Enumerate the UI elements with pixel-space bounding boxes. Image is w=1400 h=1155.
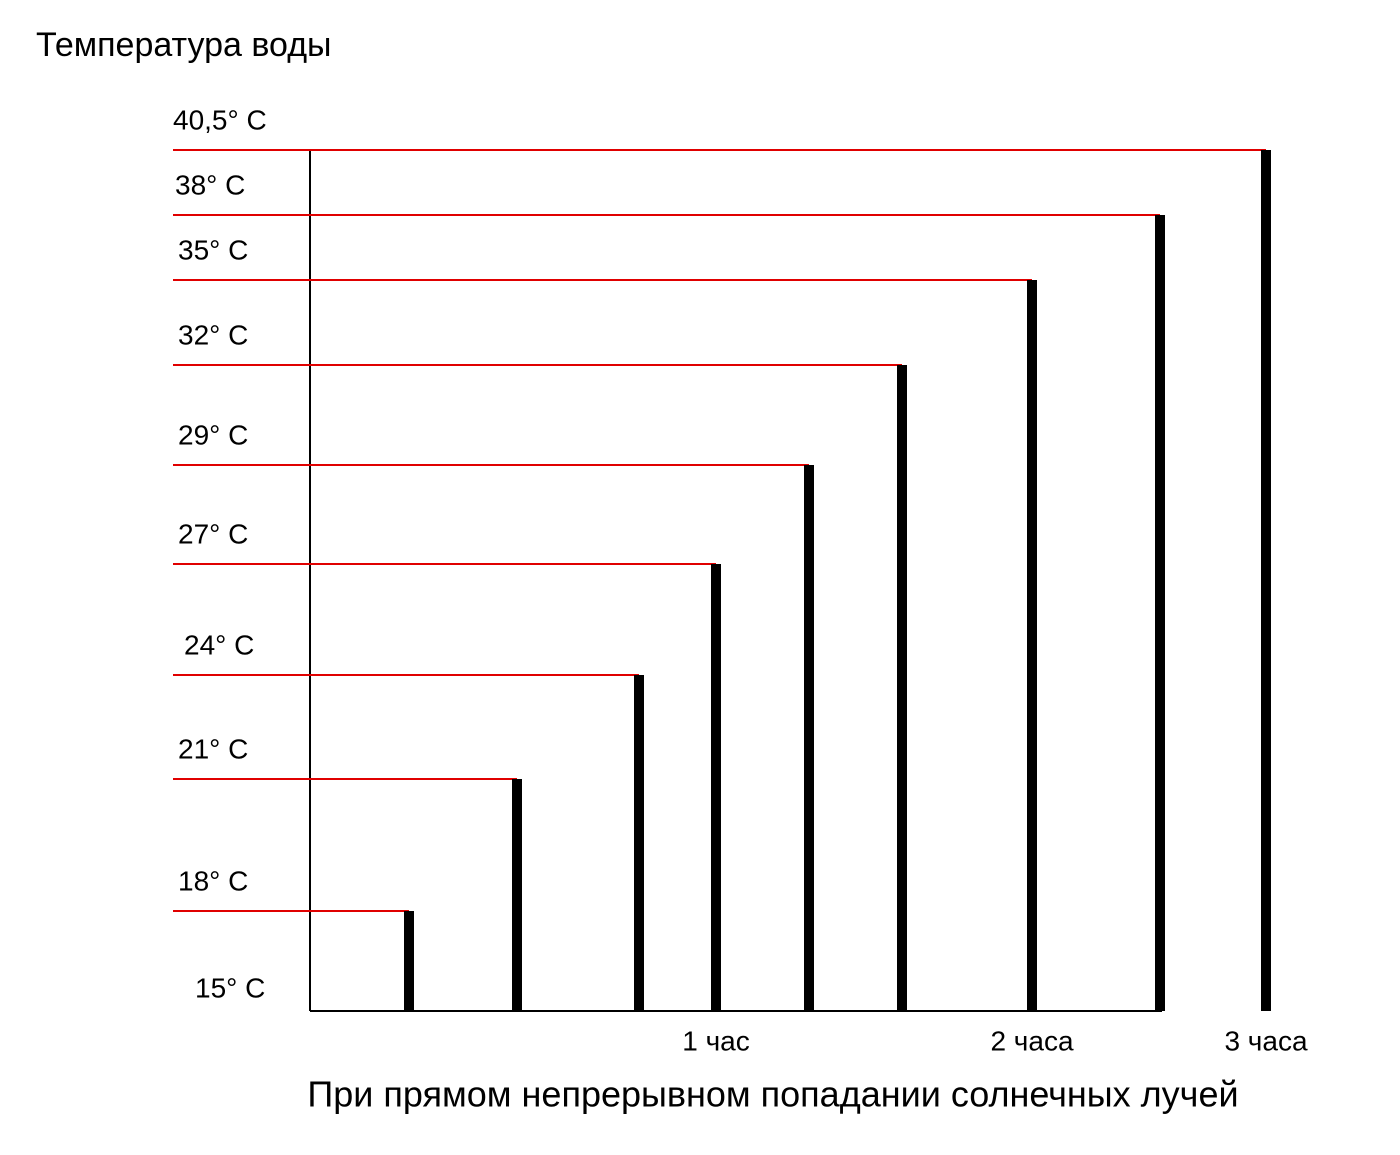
y-tick-label: 38° C	[175, 169, 245, 200]
bar	[512, 779, 522, 1011]
y-tick-label: 18° C	[178, 865, 248, 896]
y-tick-label: 40,5° C	[173, 104, 267, 135]
y-tick-label: 24° C	[184, 629, 254, 660]
bar	[897, 365, 907, 1011]
bar	[1155, 215, 1165, 1011]
y-tick-label: 15° C	[195, 972, 265, 1003]
bar	[804, 465, 814, 1011]
bar	[711, 564, 721, 1011]
y-tick-label: 27° C	[178, 518, 248, 549]
y-tick-label: 32° C	[178, 319, 248, 350]
x-axis-label: При прямом непрерывном попадании солнечн…	[307, 1074, 1238, 1115]
bar	[404, 911, 414, 1011]
chart-title: Температура воды	[36, 26, 332, 64]
y-tick-label: 21° C	[178, 733, 248, 764]
y-tick-label: 29° C	[178, 419, 248, 450]
y-tick-label: 35° C	[178, 234, 248, 265]
x-tick-label: 3 часа	[1224, 1025, 1308, 1056]
bar	[1261, 150, 1271, 1011]
bar	[1027, 280, 1037, 1011]
x-tick-label: 1 час	[682, 1025, 750, 1056]
x-tick-label: 2 часа	[990, 1025, 1074, 1056]
bar	[634, 675, 644, 1011]
